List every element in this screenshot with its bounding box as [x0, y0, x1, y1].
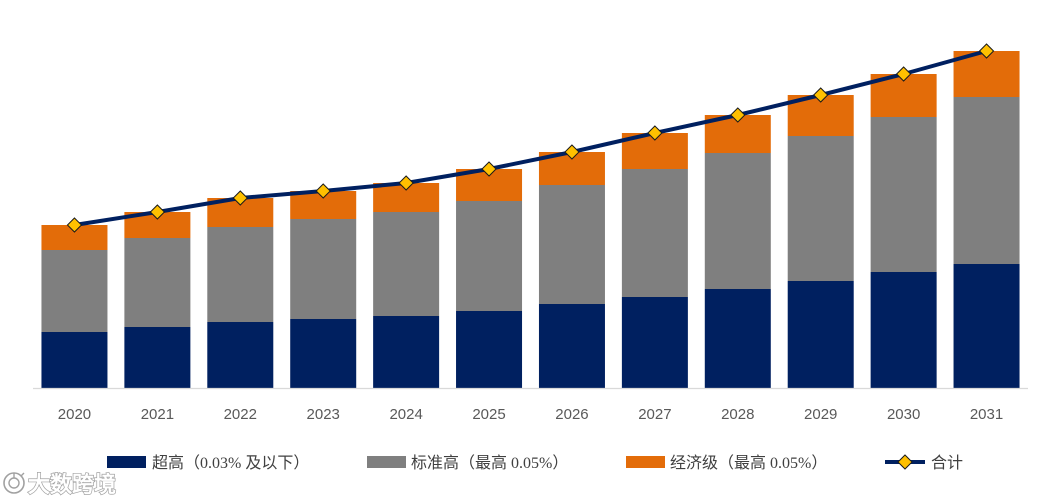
bar-segment-2020-2: [41, 250, 108, 332]
legend-label-economy: 经济级（最高 0.05%）: [670, 454, 827, 472]
total-line-group: [66, 43, 995, 233]
x-tick-label-2025: 2025: [472, 406, 505, 423]
x-tick-label-2030: 2030: [887, 406, 920, 423]
legend-swatch-economy: [626, 456, 665, 468]
legend-item-economy: 经济级（最高 0.05%）: [626, 454, 827, 472]
total-marker-2024: [398, 175, 414, 191]
legend-swatch-ultra: [107, 456, 146, 468]
total-line: [74, 49, 988, 227]
bar-segment-2029-1: [787, 281, 854, 388]
total-marker-2030: [895, 66, 912, 82]
bar-group: [41, 51, 1020, 388]
bar-segment-2021-2: [124, 238, 191, 327]
watermark: 大数跨境: [3, 471, 117, 499]
bar-segment-2031-1: [953, 264, 1020, 388]
bar-segment-2027-2: [621, 169, 688, 297]
total-marker-2023: [315, 183, 331, 199]
bar-segment-2022-2: [207, 227, 274, 322]
dashu-logo-icon: [3, 472, 25, 494]
bar-segment-2028-2: [704, 153, 771, 289]
total-marker-2022: [232, 190, 248, 206]
legend-marker-total: [897, 454, 913, 470]
bar-segment-2026-1: [538, 304, 605, 388]
total-marker-2029: [813, 87, 829, 103]
bar-segment-2024-1: [373, 316, 440, 388]
bar-segment-2023-2: [290, 219, 357, 319]
legend-label-total: 合计: [931, 454, 963, 472]
x-tick-label-2026: 2026: [555, 406, 588, 423]
bar-segment-2030-1: [870, 272, 937, 388]
legend-label-standard: 标准高（最高 0.05%）: [411, 454, 568, 472]
x-tick-labels: 2020 2021 2022 2023 2024 2025 2026 2027 2028 2029…: [58, 406, 1003, 423]
total-marker-2021: [149, 204, 166, 220]
x-tick-label-2021: 2021: [141, 406, 174, 423]
x-tick-label-2022: 2022: [224, 406, 257, 423]
legend-item-ultra: 超高（0.03% 及以下）: [107, 454, 309, 472]
total-marker-2026: [564, 144, 580, 160]
total-marker-2027: [647, 125, 663, 141]
bar-segment-2031-2: [953, 97, 1020, 264]
x-tick-label-2031: 2031: [970, 406, 1003, 423]
bar-segment-2025-2: [456, 201, 523, 311]
x-tick-label-2020: 2020: [58, 406, 91, 423]
bar-segment-2027-1: [621, 297, 688, 388]
x-tick-label-2023: 2023: [307, 406, 340, 423]
bar-segment-2028-1: [704, 289, 771, 388]
x-tick-label-2024: 2024: [389, 406, 422, 423]
total-marker-2028: [730, 107, 746, 123]
legend-item-standard: 标准高（最高 0.05%）: [367, 454, 568, 472]
x-tick-label-2029: 2029: [804, 406, 837, 423]
legend-label-ultra: 超高（0.03% 及以下）: [152, 454, 309, 472]
bar-segment-2022-1: [207, 322, 274, 388]
legend: 超高（0.03% 及以下） 标准高（最高 0.05%） 经济级（最高 0.05%…: [107, 454, 963, 472]
total-marker-2020: [66, 217, 83, 233]
bar-segment-2025-1: [456, 311, 523, 388]
bar-segment-2026-2: [538, 185, 605, 304]
total-marker-2025: [481, 161, 497, 177]
bar-segment-2021-1: [124, 327, 191, 388]
legend-swatch-standard: [367, 456, 406, 468]
total-marker-2031: [978, 43, 995, 59]
bar-segment-2023-1: [290, 319, 357, 388]
bar-segment-2020-1: [41, 332, 108, 388]
legend-item-total: 合计: [885, 454, 963, 472]
bar-segment-2029-2: [787, 136, 854, 281]
x-tick-label-2028: 2028: [721, 406, 754, 423]
x-tick-label-2027: 2027: [638, 406, 671, 423]
bar-segment-2024-2: [373, 212, 440, 316]
watermark-text: 大数跨境: [28, 472, 116, 498]
bar-segment-2030-2: [870, 117, 937, 272]
